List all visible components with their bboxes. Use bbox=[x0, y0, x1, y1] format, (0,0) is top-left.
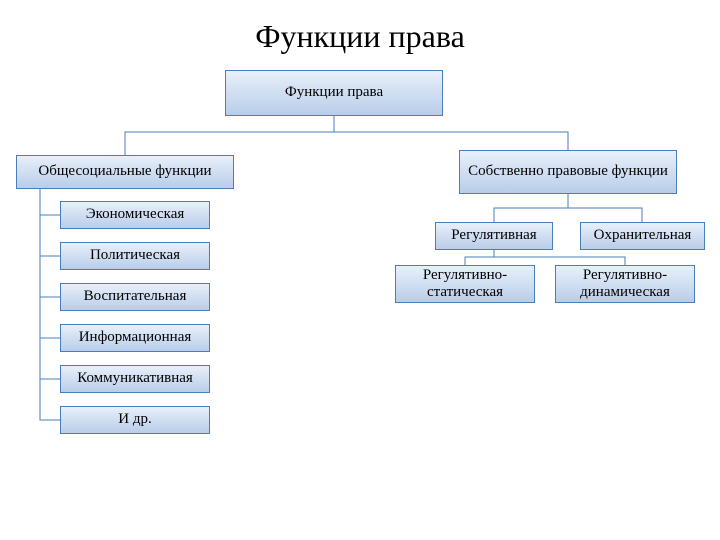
edge-legal-prot bbox=[568, 194, 642, 222]
edge-social-eco bbox=[40, 189, 60, 215]
diagram-canvas: Функции права Функции права Общесоциальны… bbox=[0, 0, 720, 540]
edge-legal-reg bbox=[494, 194, 568, 222]
node-regdyn: Регулятивно-динамическая bbox=[555, 265, 695, 303]
edge-social-com bbox=[40, 338, 60, 379]
node-regstat: Регулятивно-статическая bbox=[395, 265, 535, 303]
node-pol: Политическая bbox=[60, 242, 210, 270]
node-legal: Собственно правовые функции bbox=[459, 150, 677, 194]
edge-root-social bbox=[125, 116, 334, 155]
node-com: Коммуникативная bbox=[60, 365, 210, 393]
edge-social-edu bbox=[40, 256, 60, 297]
node-reg: Регулятивная bbox=[435, 222, 553, 250]
edge-reg-regdyn bbox=[494, 250, 625, 265]
edge-social-pol bbox=[40, 215, 60, 256]
node-prot: Охранительная bbox=[580, 222, 705, 250]
node-edu: Воспитательная bbox=[60, 283, 210, 311]
node-social: Общесоциальные функции bbox=[16, 155, 234, 189]
node-oth: И др. bbox=[60, 406, 210, 434]
node-inf: Информационная bbox=[60, 324, 210, 352]
edge-reg-regstat bbox=[465, 250, 494, 265]
node-eco: Экономическая bbox=[60, 201, 210, 229]
diagram-title: Функции права bbox=[0, 18, 720, 55]
edge-root-legal bbox=[334, 116, 568, 150]
edge-social-inf bbox=[40, 297, 60, 338]
edge-social-oth bbox=[40, 379, 60, 420]
node-root: Функции права bbox=[225, 70, 443, 116]
